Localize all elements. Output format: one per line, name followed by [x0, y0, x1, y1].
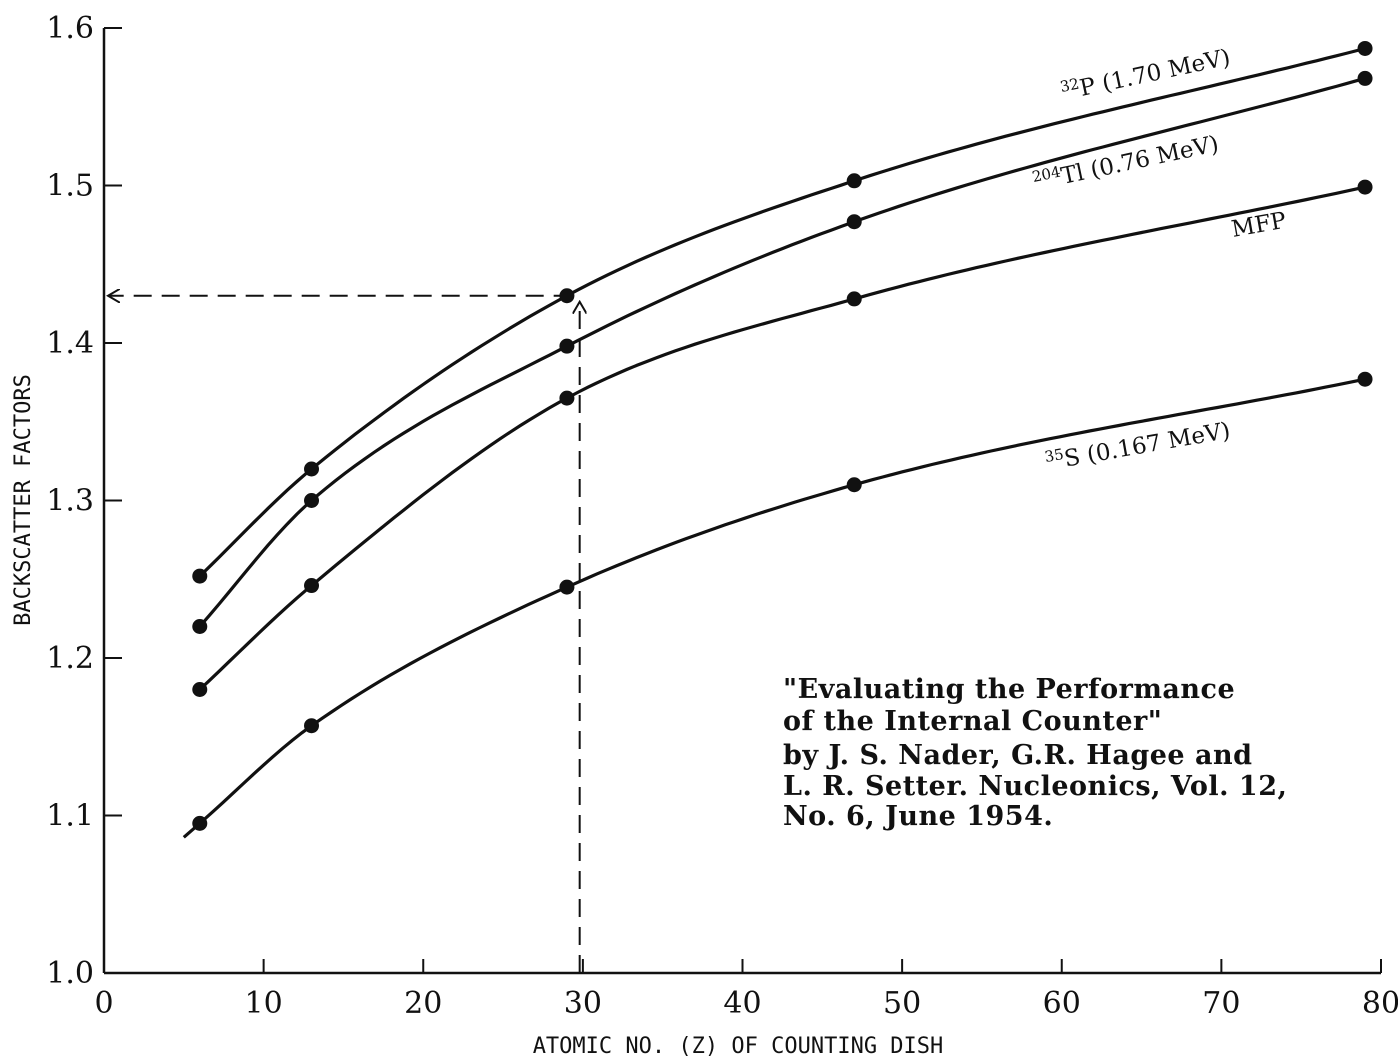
citation-line: by J. S. Nader, G.R. Hagee and	[783, 740, 1252, 771]
x-tick-label: 30	[564, 986, 602, 1021]
x-tick-label: 70	[1202, 986, 1240, 1021]
citation-line: of the Internal Counter"	[783, 706, 1162, 737]
y-tick-label: 1.3	[46, 484, 94, 519]
y-tick-label: 1.6	[46, 11, 94, 46]
series-curve	[182, 377, 1366, 839]
data-point	[304, 461, 320, 477]
data-point	[192, 619, 208, 634]
x-tick-label: 20	[404, 986, 442, 1021]
data-point	[304, 578, 320, 594]
citation-line: L. R. Setter. Nucleonics, Vol. 12,	[783, 771, 1287, 802]
data-point	[846, 477, 862, 493]
data-point	[192, 815, 208, 831]
data-point	[192, 682, 208, 697]
series-curves	[182, 46, 1366, 839]
data-point	[192, 568, 208, 584]
citation-annotation: "Evaluating the Performance of the Inter…	[783, 674, 1287, 832]
data-point	[304, 493, 320, 508]
series-curve	[198, 46, 1366, 578]
y-tick-label: 1.5	[46, 169, 94, 204]
y-tick-label: 1.1	[46, 799, 94, 834]
x-tick-label: 0	[94, 986, 113, 1021]
data-point	[559, 579, 575, 595]
data-point	[559, 390, 575, 406]
data-point	[1357, 371, 1373, 387]
citation-line: "Evaluating the Performance	[783, 674, 1235, 705]
series-label: 35S (0.167 MeV)	[1043, 416, 1232, 476]
x-tick-label: 40	[723, 986, 761, 1021]
y-tick-label: 1.0	[46, 956, 94, 991]
series-curve	[198, 185, 1366, 691]
data-point	[846, 214, 862, 230]
y-tick-label: 1.4	[46, 326, 94, 361]
series-label: 204Tl (0.76 MeV)	[1030, 129, 1221, 196]
y-tick-label: 1.2	[46, 641, 94, 676]
x-tick-label: 60	[1043, 986, 1081, 1021]
data-point	[559, 288, 575, 304]
data-points	[192, 40, 1373, 831]
axes: 0 10 20 30 40 50 60 70 80 1.0 1.1 1.2 1.3 1.4 1.5 1.6	[46, 11, 1398, 1021]
series-curve	[198, 76, 1366, 628]
data-point	[846, 173, 862, 189]
data-point	[559, 338, 575, 354]
series-label: 32P (1.70 MeV)	[1058, 43, 1232, 106]
x-tick-label: 80	[1362, 986, 1398, 1021]
x-axis-title: ATOMIC NO. (Z) OF COUNTING DISH	[533, 1034, 944, 1057]
reference-lines	[108, 296, 580, 973]
data-point	[1357, 40, 1373, 56]
data-point	[846, 291, 862, 307]
citation-line: No. 6, June 1954.	[783, 801, 1053, 832]
data-point	[304, 718, 320, 734]
y-axis-title: BACKSCATTER FACTORS	[11, 374, 36, 626]
x-tick-label: 10	[245, 986, 283, 1021]
x-tick-label: 50	[883, 986, 921, 1021]
data-point	[1357, 179, 1373, 195]
data-point	[1357, 70, 1373, 86]
